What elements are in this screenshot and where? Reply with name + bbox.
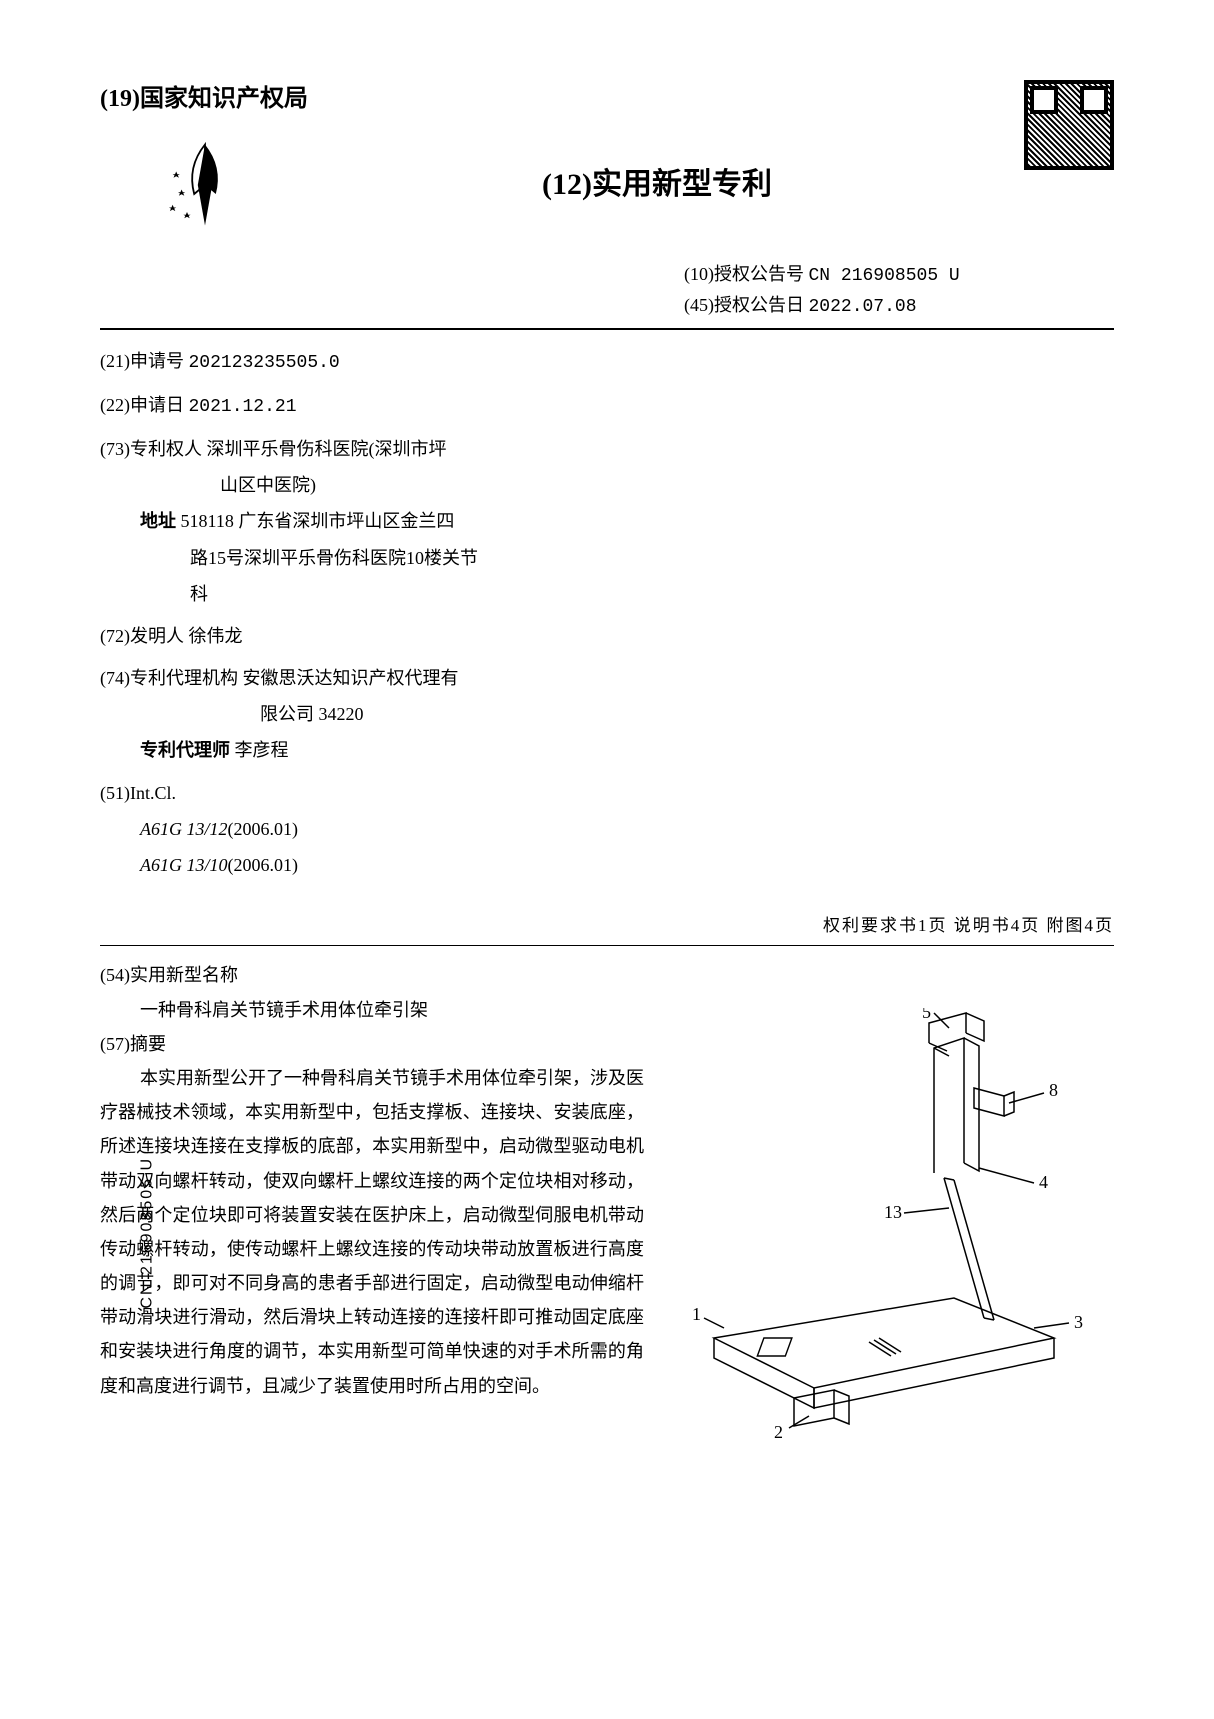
cnipa-logo	[160, 140, 250, 230]
agent-row: 专利代理师 李彦程	[100, 733, 1114, 767]
content-section: (54)实用新型名称 一种骨科肩关节镜手术用体位牵引架 (57)摘要 本实用新型…	[100, 958, 1114, 1438]
text-column: (54)实用新型名称 一种骨科肩关节镜手术用体位牵引架 (57)摘要 本实用新型…	[100, 958, 644, 1438]
doc-type-text: 实用新型专利	[592, 168, 772, 201]
publication-info: (10)授权公告号 CN 216908505 U (45)授权公告日 2022.…	[684, 260, 1114, 322]
app-date-label: (22)申请日	[100, 395, 184, 415]
abstract-text: 本实用新型公开了一种骨科肩关节镜手术用体位牵引架，涉及医疗器械技术领域，本实用新…	[100, 1061, 644, 1403]
pub-date-label: (45)授权公告日	[684, 295, 804, 315]
figure-column: 1 2 3 4 5 8 13	[674, 958, 1114, 1438]
agent-label: 专利代理师	[140, 740, 230, 760]
authority-name: 国家知识产权局	[140, 86, 308, 112]
app-date: 2021.12.21	[189, 397, 297, 417]
fig-label-4: 4	[1039, 1172, 1048, 1192]
ipc-label: (51)Int.Cl.	[100, 783, 176, 803]
patent-figure: 1 2 3 4 5 8 13	[674, 1008, 1114, 1438]
app-no: 202123235505.0	[189, 353, 340, 373]
ipc2: A61G 13/10	[140, 855, 228, 875]
ipc-code-2: A61G 13/10(2006.01)	[100, 848, 1114, 882]
agency-l2: 限公司 34220	[260, 704, 364, 724]
page-counts: 权利要求书1页 说明书4页 附图4页	[100, 912, 1114, 939]
header-mid: (12)实用新型专利	[100, 140, 1114, 230]
address-l1: 518118 广东省深圳市坪山区金兰四	[181, 511, 455, 531]
assignee-l2: 山区中医院)	[220, 475, 316, 495]
application-number-row: (21)申请号 202123235505.0	[100, 344, 1114, 380]
agency-l1: 安徽思沃达知识产权代理有	[243, 668, 459, 688]
qr-code	[1024, 80, 1114, 170]
fig-label-2: 2	[774, 1422, 783, 1438]
pub-info-wrap: (10)授权公告号 CN 216908505 U (45)授权公告日 2022.…	[100, 250, 1114, 322]
agent: 李彦程	[235, 740, 289, 760]
ipc2-ver: (2006.01)	[228, 855, 299, 875]
document-type: (12)实用新型专利	[200, 161, 1114, 209]
address-row: 地址 518118 广东省深圳市坪山区金兰四	[100, 504, 1114, 538]
title-label: (54)实用新型名称	[100, 958, 644, 992]
inventor: 徐伟龙	[189, 626, 243, 646]
authority-prefix: (19)	[100, 86, 140, 112]
ipc-row: (51)Int.Cl.	[100, 776, 1114, 810]
assignee-cont: 山区中医院)	[100, 468, 1114, 502]
pub-number-row: (10)授权公告号 CN 216908505 U	[684, 260, 1114, 291]
assignee-row: (73)专利权人 深圳平乐骨伤科医院(深圳市坪	[100, 432, 1114, 466]
ipc-code-1: A61G 13/12(2006.01)	[100, 812, 1114, 846]
side-publication-number: CN 216908505 U	[134, 1157, 160, 1309]
inventor-row: (72)发明人 徐伟龙	[100, 619, 1114, 653]
address-l3: 科	[190, 584, 208, 604]
pub-no: CN 216908505 U	[809, 266, 960, 286]
address-label: 地址	[140, 511, 176, 531]
pub-no-label: (10)授权公告号	[684, 264, 804, 284]
app-no-label: (21)申请号	[100, 351, 184, 371]
authority: (19)国家知识产权局	[100, 80, 308, 118]
pub-date-row: (45)授权公告日 2022.07.08	[684, 291, 1114, 322]
ipc1: A61G 13/12	[140, 819, 228, 839]
doc-type-prefix: (12)	[542, 168, 592, 201]
assignee-l1: 深圳平乐骨伤科医院(深圳市坪	[207, 439, 447, 459]
pub-date: 2022.07.08	[809, 297, 917, 317]
bibliographic-section: (21)申请号 202123235505.0 (22)申请日 2021.12.2…	[100, 344, 1114, 883]
agency-label: (74)专利代理机构	[100, 668, 238, 688]
abstract-label: (57)摘要	[100, 1027, 644, 1061]
address-l2: 路15号深圳平乐骨伤科医院10楼关节	[190, 548, 478, 568]
fig-label-1: 1	[692, 1304, 701, 1324]
agency-row: (74)专利代理机构 安徽思沃达知识产权代理有	[100, 661, 1114, 695]
assignee-label: (73)专利权人	[100, 439, 202, 459]
agency-cont: 限公司 34220	[100, 697, 1114, 731]
invention-title: 一种骨科肩关节镜手术用体位牵引架	[100, 993, 644, 1027]
fig-label-13: 13	[884, 1202, 902, 1222]
ipc1-ver: (2006.01)	[228, 819, 299, 839]
mid-divider	[100, 945, 1114, 946]
header-divider	[100, 328, 1114, 330]
inventor-label: (72)发明人	[100, 626, 184, 646]
address-cont1: 路15号深圳平乐骨伤科医院10楼关节	[100, 541, 1114, 575]
fig-label-5: 5	[922, 1008, 931, 1022]
fig-label-3: 3	[1074, 1312, 1083, 1332]
address-cont2: 科	[100, 577, 1114, 611]
fig-label-8: 8	[1049, 1080, 1058, 1100]
application-date-row: (22)申请日 2021.12.21	[100, 388, 1114, 424]
